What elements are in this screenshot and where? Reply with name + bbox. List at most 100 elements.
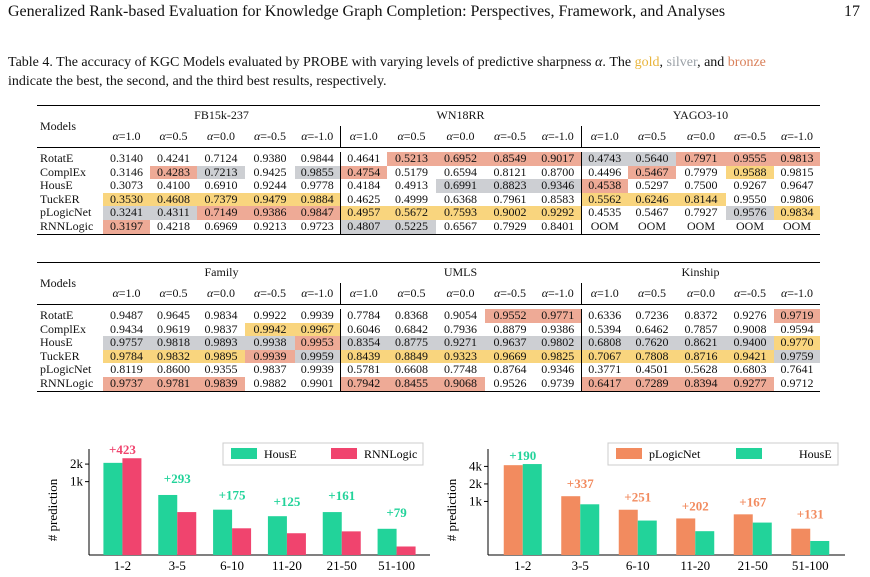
bar-rnnlogic xyxy=(396,546,416,555)
x-tick-label: 21-50 xyxy=(738,558,768,573)
table-cell: 0.7500 xyxy=(684,178,718,193)
alpha-header: α=0.5 xyxy=(628,126,676,148)
caption-alpha: α xyxy=(595,55,603,70)
table-caption: Table 4. The accuracy of KGC Models eval… xyxy=(8,53,863,91)
table-cell: 0.7971 xyxy=(676,151,726,166)
table-cell: 0.7748 xyxy=(444,362,477,377)
bar-rnnlogic xyxy=(122,458,142,555)
table-cell: 0.7641 xyxy=(780,362,814,377)
table-cell: 0.5672 xyxy=(387,206,436,220)
model-name: TuckER xyxy=(40,348,80,363)
table-cell: 0.9068 xyxy=(436,376,485,392)
table-cell: 0.8119 xyxy=(110,362,143,377)
bar-annotation: +125 xyxy=(273,494,300,509)
table-cell: 0.8394 xyxy=(676,376,726,392)
x-tick-label: 11-20 xyxy=(272,558,302,573)
alpha-header: α=-0.5 xyxy=(726,283,774,305)
alpha-header: α=0.0 xyxy=(436,283,485,305)
table-cell: 0.9380 xyxy=(253,151,287,165)
y-tick-label: 1k xyxy=(469,493,483,508)
table-cell: 0.9555 xyxy=(726,151,774,166)
table-cell: 0.9054 xyxy=(444,308,477,322)
bar-annotation: +202 xyxy=(682,498,709,513)
table-cell: 0.9323 xyxy=(436,349,485,364)
dataset-header: YAGO3-10 xyxy=(581,105,820,126)
table-cell: 0.7149 xyxy=(197,206,245,220)
alpha-header: α=-1.0 xyxy=(774,126,820,148)
alpha-header: α=-1.0 xyxy=(774,283,820,305)
legend-swatch xyxy=(616,448,642,459)
model-name: RotatE xyxy=(40,308,74,322)
table-cell: OOM xyxy=(581,219,628,235)
table-cell: 0.9421 xyxy=(726,349,774,364)
bar-rnnlogic xyxy=(341,531,361,555)
bar-chart-plogicnet-vs-housE: 1k 2k 4k # prediction 1-2 +190 3-5 +337 6-10 +251… xyxy=(444,442,845,573)
table-cell: 0.3073 xyxy=(110,178,143,193)
alpha-header: α=-0.5 xyxy=(485,283,535,305)
table-cell: 0.6368 xyxy=(444,191,477,206)
alpha-header: α=1.0 xyxy=(340,283,387,305)
table-cell: 0.6808 xyxy=(581,336,628,350)
table-cell: 0.4743 xyxy=(581,151,628,166)
x-tick-label: 11-20 xyxy=(680,558,710,573)
page-number: 17 xyxy=(844,3,860,20)
alpha-header: α=1.0 xyxy=(103,283,150,305)
table-cell: 0.9844 xyxy=(295,151,341,166)
table-cell: 0.5213 xyxy=(387,151,436,166)
table-row: ComplEx 0.3146 0.4283 0.7213 0.9425 0.9855 0.4… xyxy=(37,165,820,180)
model-name: pLogicNet xyxy=(40,205,92,220)
table-cell: 0.9832 xyxy=(150,349,197,364)
alpha-header: α=-0.5 xyxy=(485,126,535,148)
table-cell: 0.7961 xyxy=(493,191,527,206)
bar-plogicnet xyxy=(733,514,753,555)
table-cell: 0.9839 xyxy=(197,376,245,392)
results-table-2: Models Family UMLS Kinship α=1.0 α=0.5 α=0.0 α=… xyxy=(37,262,820,392)
table-row: RNNLogic 0.3197 0.4218 0.6969 0.9213 0.9723 0.… xyxy=(37,219,820,235)
table-cell: 0.8354 xyxy=(340,336,387,350)
legend-swatch xyxy=(331,448,357,459)
table-cell: 0.5562 xyxy=(581,192,628,207)
table-cell: 0.8775 xyxy=(387,336,436,350)
bar-house xyxy=(267,516,287,555)
table-cell: 0.8439 xyxy=(340,349,387,364)
bar-annotation: +423 xyxy=(109,442,136,457)
table-cell: 0.9922 xyxy=(253,308,287,322)
table-cell: 0.3140 xyxy=(110,151,143,165)
bar-rnnlogic xyxy=(232,528,252,555)
table-cell: 0.9834 xyxy=(774,206,820,220)
alpha-header: α=-0.5 xyxy=(245,283,295,305)
table-cell: 0.9802 xyxy=(535,336,582,350)
table-cell: 0.9647 xyxy=(780,178,814,193)
table-row: RNNLogic 0.9737 0.9781 0.9839 0.9882 0.9901 0.… xyxy=(37,376,820,392)
caption-lead: Table 4. The accuracy of KGC Models eval… xyxy=(8,55,595,70)
table-cell: 0.7808 xyxy=(628,349,676,364)
table-cell: 0.9712 xyxy=(774,376,820,392)
table-cell: 0.4608 xyxy=(150,192,197,207)
table-cell: 0.9719 xyxy=(774,308,820,323)
bar-annotation: +167 xyxy=(739,494,766,509)
bar-annotation: +79 xyxy=(386,505,407,520)
table-cell: 0.9901 xyxy=(295,376,341,392)
bar-annotation: +161 xyxy=(328,488,355,503)
y-tick-label: 2k xyxy=(70,456,84,471)
running-title: Generalized Rank-based Evaluation for Kn… xyxy=(8,3,726,20)
table-cell: 0.5467 xyxy=(628,165,676,180)
model-name: RNNLogic xyxy=(37,376,103,392)
caption-silver-word: silver xyxy=(666,55,698,70)
table-cell: 0.9770 xyxy=(774,336,820,350)
x-tick-label: 51-100 xyxy=(792,558,829,573)
table-cell: 0.7213 xyxy=(197,165,245,180)
table-cell: 0.9884 xyxy=(295,192,341,207)
alpha-header: α=0.0 xyxy=(676,126,726,148)
table-cell: 0.5640 xyxy=(628,151,676,166)
table-cell: 0.4913 xyxy=(395,178,428,193)
table-row: RotatE 0.9487 0.9645 0.9834 0.9922 0.9939 0.77… xyxy=(37,308,820,323)
table-cell: 0.6969 xyxy=(197,219,245,235)
table-cell: 0.4807 xyxy=(340,219,387,235)
table-cell: 0.9386 xyxy=(245,206,295,220)
running-header: Generalized Rank-based Evaluation for Kn… xyxy=(8,3,860,21)
x-tick-label: 6-10 xyxy=(220,558,244,573)
alpha-header: α=1.0 xyxy=(103,126,150,148)
table-cell: 0.7620 xyxy=(628,336,676,350)
table-cell: 0.9386 xyxy=(535,322,582,337)
